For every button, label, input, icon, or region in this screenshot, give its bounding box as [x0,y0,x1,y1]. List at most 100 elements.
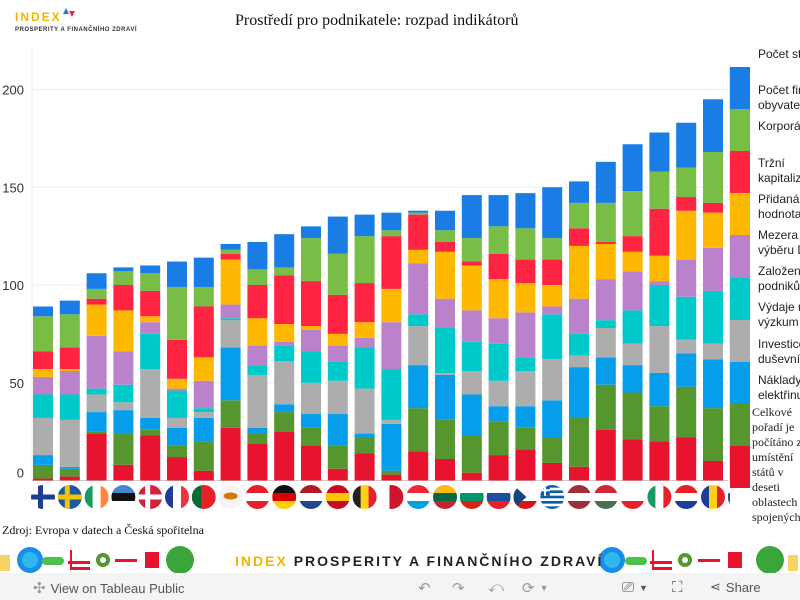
bar-segment[interactable] [274,324,295,342]
bar-segment[interactable] [327,333,348,346]
bar-segment[interactable] [113,433,134,465]
bar-segment[interactable] [140,316,161,323]
bar-segment[interactable] [435,458,455,481]
legend-swatch[interactable] [730,193,750,236]
bar-segment[interactable] [461,435,482,473]
bar-segment[interactable] [381,369,402,420]
bar-segment[interactable] [33,351,53,370]
bar-segment[interactable] [247,269,268,285]
download-button[interactable]: ⎚ ▼ [622,579,648,596]
bar-segment[interactable] [461,238,482,262]
bar-segment[interactable] [542,359,563,401]
bar-segment[interactable] [515,406,536,428]
bar-segment[interactable] [569,367,589,418]
bar-segment[interactable] [354,433,375,438]
bar-segment[interactable] [703,152,723,203]
bar-segment[interactable] [408,263,429,315]
bar-segment[interactable] [622,439,643,481]
legend-label[interactable]: Počet firem na obyvatele [758,83,800,113]
bar-segment[interactable] [113,271,134,285]
legend-swatch[interactable] [730,277,750,321]
bar-segment[interactable] [220,243,241,250]
bar-segment[interactable] [86,273,107,289]
bar-segment[interactable] [408,214,429,250]
bar-segment[interactable] [569,466,589,481]
bar-segment[interactable] [354,347,375,389]
bar-segment[interactable] [595,429,616,481]
bar-segment[interactable] [193,357,214,381]
bar-segment[interactable] [649,281,670,285]
bar-segment[interactable] [140,333,161,370]
legend-label[interactable]: Tržní kapitalizace [758,155,800,185]
legend-swatch[interactable] [730,403,750,447]
bar-segment[interactable] [381,322,402,370]
bar-segment[interactable] [649,372,670,407]
bar-segment[interactable] [274,412,295,432]
bar-segment[interactable] [193,417,214,442]
bar-segment[interactable] [247,433,268,444]
bar-segment[interactable] [301,445,321,481]
bar-segment[interactable] [408,365,429,409]
bar-segment[interactable] [113,267,134,272]
bar-segment[interactable] [193,408,214,413]
bar-segment[interactable] [301,382,321,415]
bar-segment[interactable] [649,441,670,481]
bar-segment[interactable] [247,427,268,434]
bar-segment[interactable] [33,306,53,317]
bar-segment[interactable] [140,417,161,430]
bar-segment[interactable] [33,376,53,395]
bar-segment[interactable] [622,236,643,252]
bar-segment[interactable] [220,427,241,481]
legend-label[interactable]: Výdaje na výzkum [758,300,800,330]
bar-segment[interactable] [569,333,589,356]
bar-segment[interactable] [569,245,589,299]
bar-segment[interactable] [488,380,509,407]
bar-segment[interactable] [676,259,697,297]
refresh-button[interactable]: ⟳ ▼ [522,579,549,597]
bar-segment[interactable] [59,394,80,420]
bar-segment[interactable] [167,427,187,446]
bar-segment[interactable] [354,214,375,237]
bar-segment[interactable] [515,283,536,313]
bar-segment[interactable] [622,310,643,344]
bar-segment[interactable] [113,310,134,352]
bar-segment[interactable] [301,238,321,282]
bar-segment[interactable] [703,408,723,461]
bar-segment[interactable] [86,298,107,305]
bar-segment[interactable] [220,318,241,321]
bar-segment[interactable] [435,210,455,231]
bar-segment[interactable] [86,304,107,336]
bar-segment[interactable] [274,275,295,325]
bar-segment[interactable] [676,210,697,260]
undo-button[interactable]: ↶ [418,579,431,597]
bar-segment[interactable] [381,470,402,475]
bar-segment[interactable] [461,341,482,372]
bar-segment[interactable] [140,435,161,481]
bar-segment[interactable] [622,271,643,311]
bar-segment[interactable] [59,468,80,477]
bar-segment[interactable] [301,226,321,239]
bar-segment[interactable] [542,437,563,463]
bar-segment[interactable] [461,310,482,342]
bar-segment[interactable] [676,296,697,340]
bar-segment[interactable] [488,318,509,344]
bar-segment[interactable] [622,144,643,192]
bar-segment[interactable] [569,417,589,467]
legend-label[interactable]: Počet startupů [758,47,800,61]
share-button[interactable]: ⋖ Share [710,579,761,595]
bar-segment[interactable] [649,132,670,172]
bar-segment[interactable] [167,378,187,389]
bar-segment[interactable] [435,374,455,420]
bar-segment[interactable] [247,345,268,366]
bar-segment[interactable] [247,443,268,481]
bar-segment[interactable] [193,441,214,471]
bar-segment[interactable] [676,122,697,168]
bar-segment[interactable] [381,212,402,231]
legend-label[interactable]: Založení podniků [758,264,800,294]
bar-segment[interactable] [59,419,80,467]
bar-segment[interactable] [247,285,268,319]
bar-segment[interactable] [461,265,482,311]
bar-segment[interactable] [435,419,455,459]
bar-segment[interactable] [220,304,241,319]
bar-segment[interactable] [33,478,53,481]
